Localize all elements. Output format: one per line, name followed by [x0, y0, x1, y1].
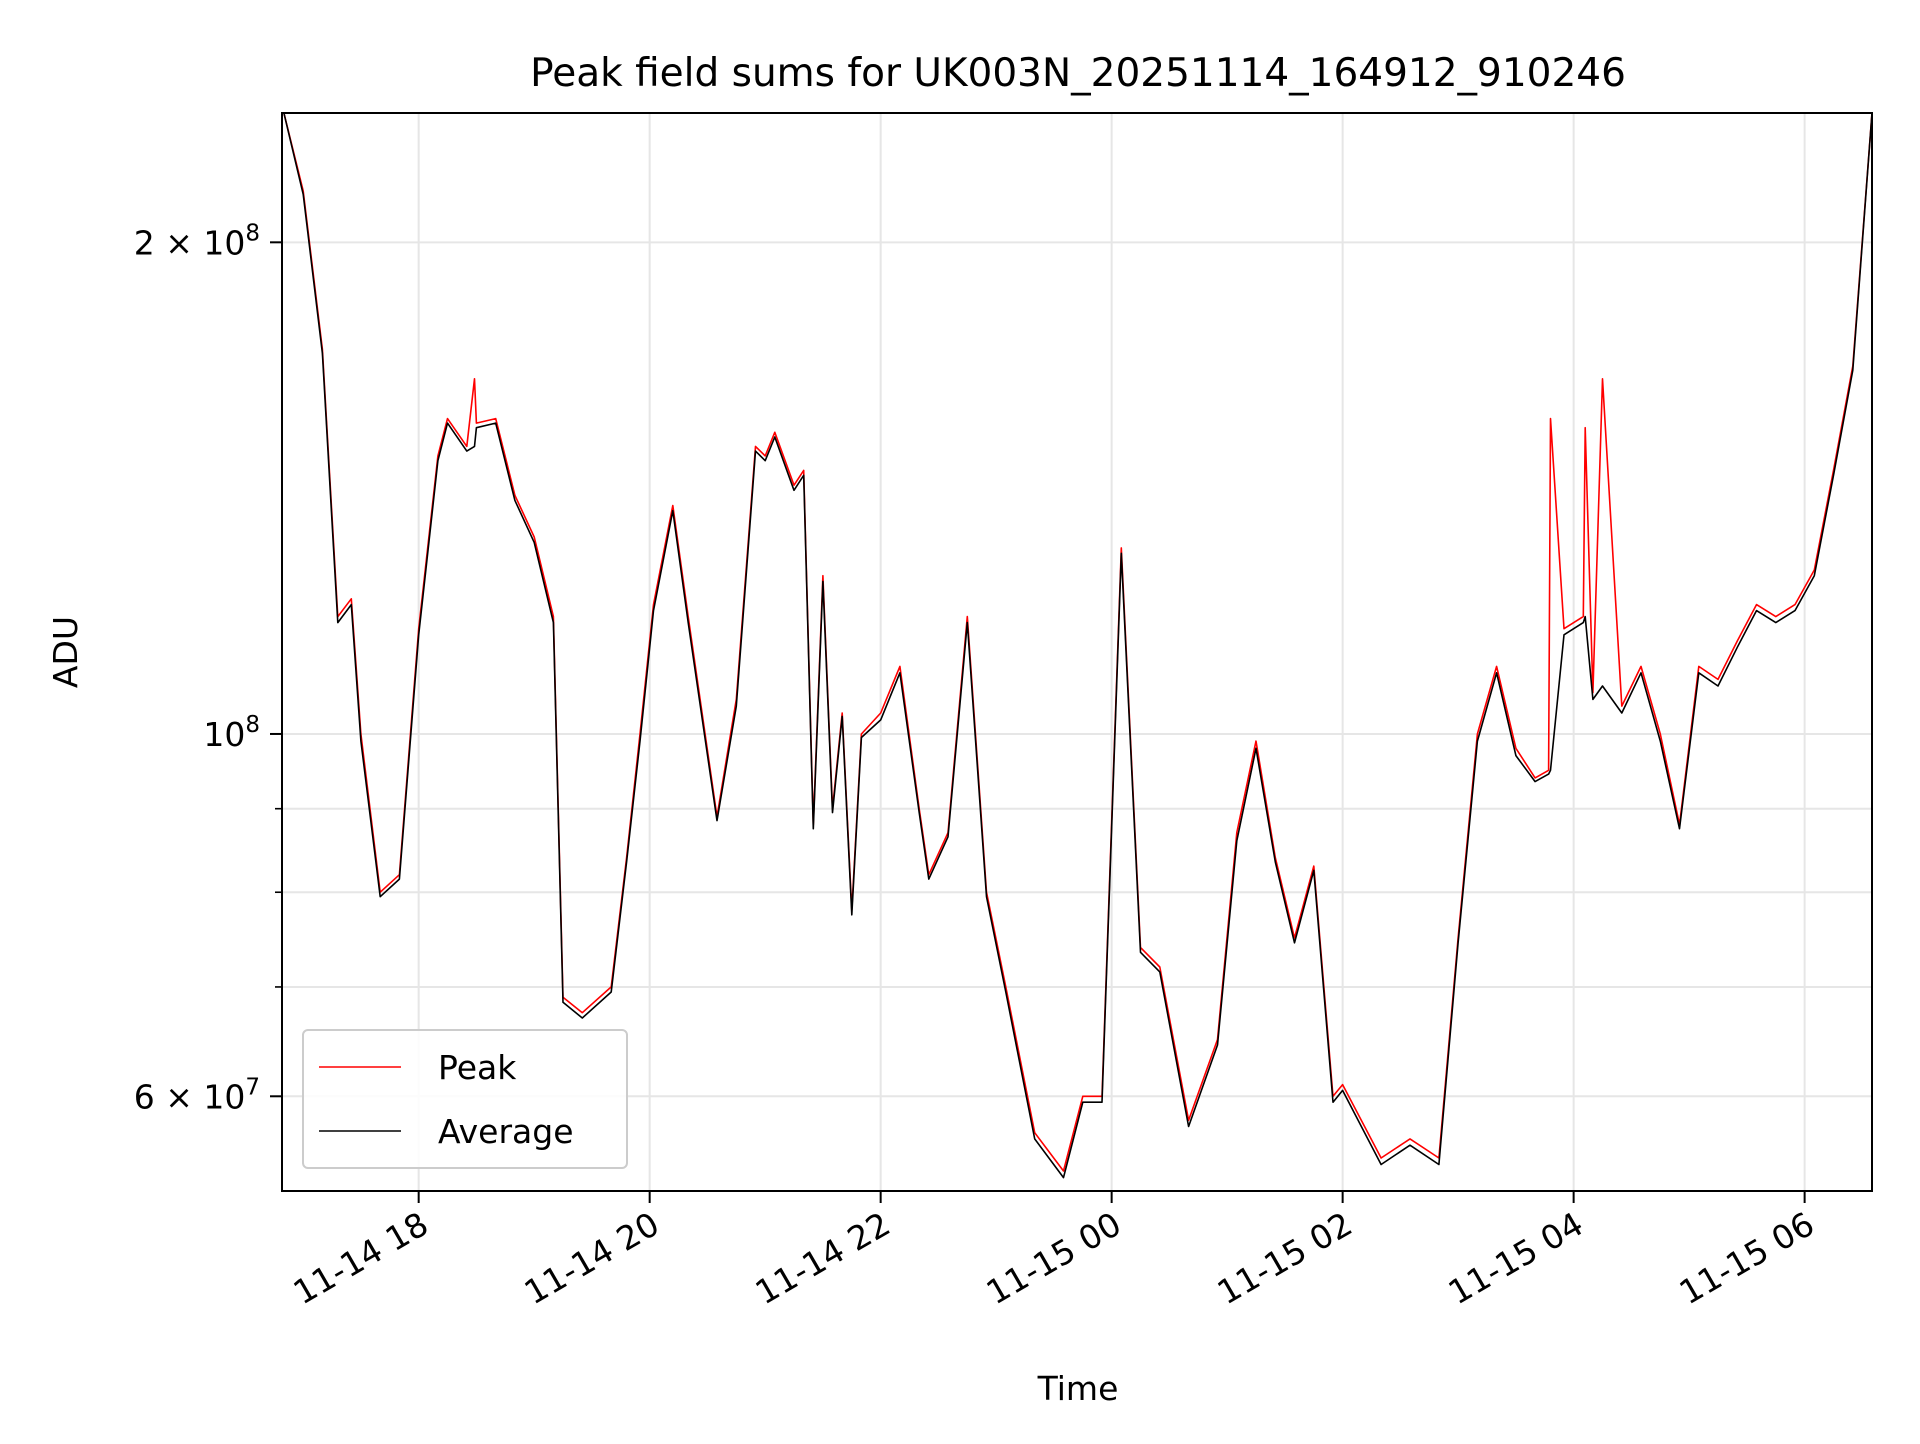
legend-box	[302, 1029, 628, 1169]
series-line-average	[283, 113, 1872, 1179]
chart-title: Peak field sums for UK003N_20251114_1649…	[530, 51, 1626, 96]
y-axis-label: ADU	[46, 616, 85, 688]
plot-area-frame	[281, 112, 1873, 1192]
x-axis-label: Time	[1037, 1369, 1119, 1408]
legend-label-average: Average	[438, 1112, 574, 1151]
series-line-peak	[283, 113, 1872, 1172]
series-lines	[283, 113, 1872, 1179]
legend-label-peak: Peak	[438, 1048, 517, 1087]
grid-lines	[282, 113, 1872, 1191]
legend: Peak Average	[302, 1029, 628, 1169]
y-tick-label: 6 × 107	[134, 1074, 260, 1116]
y-tick-label: 2 × 108	[134, 220, 260, 262]
